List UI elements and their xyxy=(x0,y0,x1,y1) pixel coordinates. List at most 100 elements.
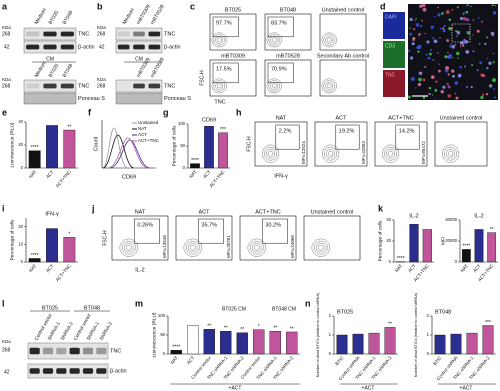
bar xyxy=(63,129,76,169)
band xyxy=(43,44,57,50)
band xyxy=(82,368,94,374)
cell-dot xyxy=(409,56,414,60)
significance: *** xyxy=(220,127,226,133)
y-tick-label: 50 xyxy=(160,332,165,337)
histogram-curve xyxy=(109,139,151,169)
label: FSC-H xyxy=(246,136,252,152)
plot-title: mBT0309 xyxy=(221,53,245,59)
label: KDa xyxy=(97,25,106,30)
label: FSC-H xyxy=(199,70,205,86)
blot-tnc xyxy=(27,342,109,360)
contour xyxy=(318,244,324,251)
channel-label: DAPI xyxy=(385,14,397,20)
band xyxy=(148,31,161,37)
cell-dot xyxy=(450,43,452,45)
cell-dot xyxy=(432,37,435,40)
label: FSC-H xyxy=(102,230,108,246)
y-axis-label: Percentage of cells xyxy=(9,219,15,260)
plot-title: BT025 xyxy=(225,7,241,13)
plot-title: Secondary Ab control xyxy=(317,53,369,59)
contour xyxy=(271,83,277,89)
lane-label: BT048 xyxy=(62,10,75,26)
cell-dot xyxy=(435,80,438,84)
y-axis-label: Number of dead BTICs (relative to contro… xyxy=(316,292,320,377)
cell-dot xyxy=(437,13,441,17)
bar xyxy=(384,327,396,355)
cell-dot xyxy=(430,25,434,29)
cell-dot xyxy=(477,17,480,19)
plot-title: mBT0528 xyxy=(276,53,300,59)
cell-dot xyxy=(424,32,427,35)
panel-letter: j xyxy=(91,203,95,213)
contour xyxy=(324,146,338,161)
cell-dot xyxy=(417,82,422,87)
mfi: MFI=42853 xyxy=(361,141,366,164)
channel-label: TNC xyxy=(385,72,396,78)
x-tick-label: ACT+TNC xyxy=(208,169,226,189)
band xyxy=(133,44,145,50)
significance: **** xyxy=(397,256,405,262)
cell-dot xyxy=(447,94,452,98)
cell-dot xyxy=(416,45,420,50)
bar xyxy=(63,237,76,263)
contour xyxy=(270,82,279,90)
panel-letter: a xyxy=(2,1,8,11)
cell-dot xyxy=(421,19,424,22)
significance: * xyxy=(68,232,70,238)
label: BT048 CM xyxy=(272,306,296,312)
lane-label: ShRNA-2 xyxy=(99,321,114,342)
label: TNC xyxy=(110,348,121,354)
cell-dot xyxy=(434,88,438,92)
y-tick-label: 0 xyxy=(389,259,392,264)
label: 268 xyxy=(97,31,106,37)
label: TNC xyxy=(78,83,89,89)
cell-dot xyxy=(438,63,441,65)
band xyxy=(29,347,40,355)
x-tick-label: ACT xyxy=(472,263,482,273)
chart-title: IL-2 xyxy=(474,213,483,219)
cell-dot xyxy=(486,36,489,39)
band xyxy=(69,347,80,355)
label: CM xyxy=(135,56,143,62)
chart-title: BT048 xyxy=(435,309,451,315)
band xyxy=(26,31,40,37)
contour xyxy=(328,150,334,157)
gate xyxy=(212,16,239,38)
label: TNC xyxy=(164,31,175,37)
band xyxy=(133,83,145,89)
contour xyxy=(386,149,396,159)
label: BT025 xyxy=(42,305,58,311)
flow-plot xyxy=(319,59,367,97)
channel-image xyxy=(383,70,405,97)
cell-dot xyxy=(465,86,468,89)
contour xyxy=(388,150,394,157)
plot-title: ACT+TNC xyxy=(388,115,414,121)
cell-dot xyxy=(478,43,481,45)
cell-dot xyxy=(494,96,496,99)
label: TNC xyxy=(78,31,89,37)
chart-title: BT025 xyxy=(337,309,353,315)
band xyxy=(56,368,67,374)
y-tick-label: 0 xyxy=(163,351,166,356)
cell-dot xyxy=(481,93,485,96)
contour xyxy=(216,37,222,43)
cell-dot xyxy=(452,74,455,78)
panel-letter: i xyxy=(2,203,5,213)
x-tick-label: NAT xyxy=(28,169,38,179)
contour xyxy=(266,149,276,159)
contour xyxy=(322,144,340,163)
cell-dot xyxy=(464,65,466,68)
cell-dot xyxy=(407,49,411,53)
label: IL-2 xyxy=(135,267,144,273)
cell-dot xyxy=(447,73,450,76)
cell-dot xyxy=(480,95,484,100)
label: 42 xyxy=(4,44,10,50)
y-axis-label: Luminescence (RLU) xyxy=(9,122,15,167)
y-tick-label: 1 xyxy=(427,332,430,337)
band xyxy=(42,368,54,374)
bar xyxy=(236,332,248,355)
contour xyxy=(321,78,337,94)
contour xyxy=(183,238,203,257)
chart-title: IL-2 xyxy=(409,213,418,219)
cell-dot xyxy=(488,61,492,65)
